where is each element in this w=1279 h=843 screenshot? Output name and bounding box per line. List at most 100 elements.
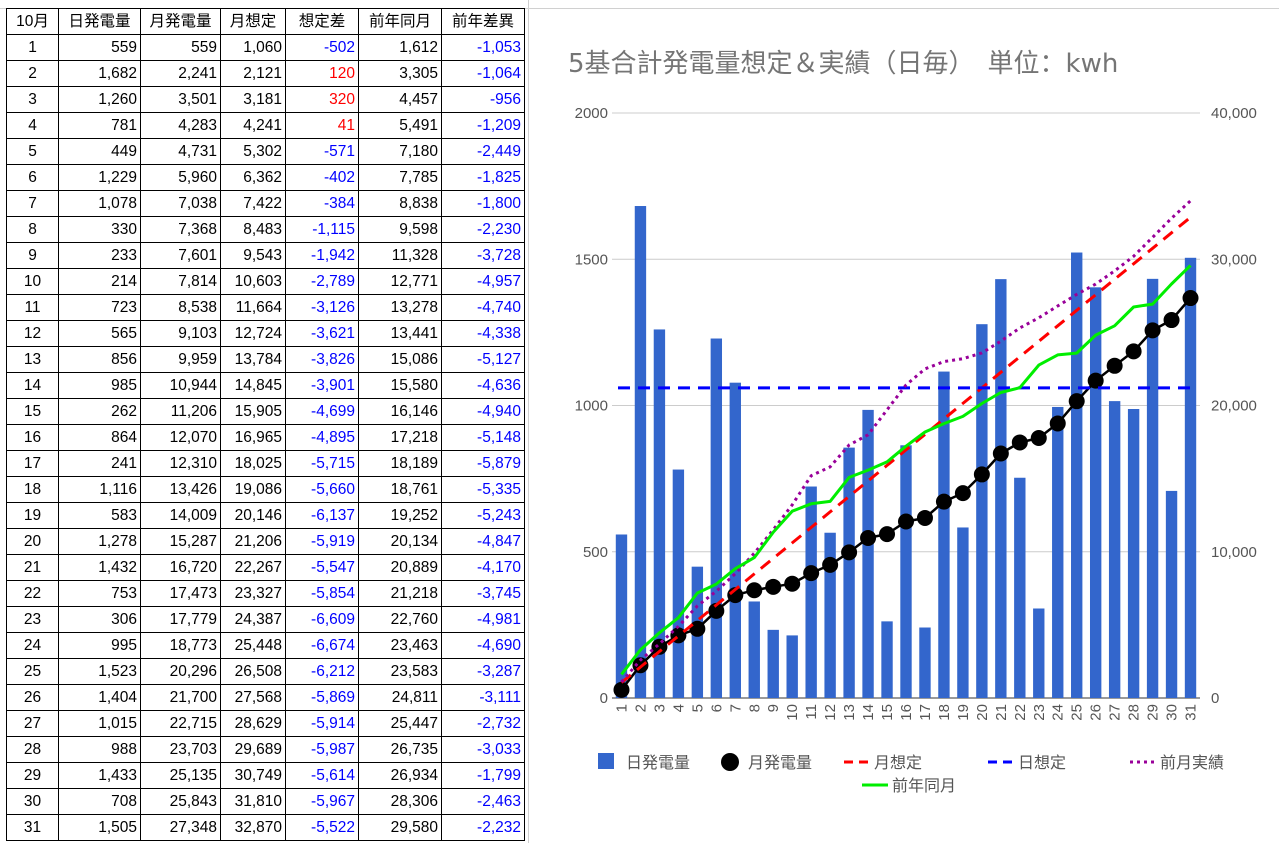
table-cell[interactable]: 15,905 <box>220 398 286 425</box>
table-cell[interactable]: -5,127 <box>441 346 525 373</box>
table-cell[interactable]: -5,854 <box>285 580 359 607</box>
table-cell[interactable]: 5,960 <box>140 164 221 191</box>
table-cell[interactable]: -384 <box>285 190 359 217</box>
table-cell[interactable]: 9,598 <box>358 216 442 243</box>
table-cell[interactable]: 30 <box>6 788 59 815</box>
table-cell[interactable]: 13,426 <box>140 476 221 503</box>
table-cell[interactable]: -5,967 <box>285 788 359 815</box>
table-cell[interactable]: -2,232 <box>441 814 525 841</box>
table-cell[interactable]: -5,614 <box>285 762 359 789</box>
table-cell[interactable]: -3,111 <box>441 684 525 711</box>
table-cell[interactable]: 449 <box>58 138 141 165</box>
table-cell[interactable]: 5 <box>6 138 59 165</box>
table-cell[interactable]: 22 <box>6 580 59 607</box>
table-cell[interactable]: -4,338 <box>441 320 525 347</box>
column-header[interactable]: 前年同月 <box>358 8 442 35</box>
table-cell[interactable]: -1,209 <box>441 112 525 139</box>
table-cell[interactable]: -5,335 <box>441 476 525 503</box>
table-cell[interactable]: 28 <box>6 736 59 763</box>
table-cell[interactable]: -5,660 <box>285 476 359 503</box>
table-cell[interactable]: -3,126 <box>285 294 359 321</box>
table-cell[interactable]: 23,583 <box>358 658 442 685</box>
table-cell[interactable]: 25 <box>6 658 59 685</box>
table-cell[interactable]: 20,889 <box>358 554 442 581</box>
table-cell[interactable]: -1,053 <box>441 34 525 61</box>
table-cell[interactable]: -956 <box>441 86 525 113</box>
table-cell[interactable]: 5,491 <box>358 112 442 139</box>
table-cell[interactable]: 330 <box>58 216 141 243</box>
table-cell[interactable]: -3,033 <box>441 736 525 763</box>
table-cell[interactable]: -3,745 <box>441 580 525 607</box>
table-cell[interactable]: 7,180 <box>358 138 442 165</box>
table-cell[interactable]: -3,728 <box>441 242 525 269</box>
table-cell[interactable]: 27,348 <box>140 814 221 841</box>
table-cell[interactable]: 4,457 <box>358 86 442 113</box>
table-cell[interactable]: 1,015 <box>58 710 141 737</box>
table-cell[interactable]: 15,580 <box>358 372 442 399</box>
table-cell[interactable]: 20 <box>6 528 59 555</box>
table-cell[interactable]: -2,463 <box>441 788 525 815</box>
table-cell[interactable]: -5,715 <box>285 450 359 477</box>
table-cell[interactable]: 559 <box>140 34 221 61</box>
table-cell[interactable]: -5,547 <box>285 554 359 581</box>
table-cell[interactable]: -4,940 <box>441 398 525 425</box>
table-cell[interactable]: 781 <box>58 112 141 139</box>
column-header[interactable]: 10月 <box>6 8 59 35</box>
table-cell[interactable]: -4,981 <box>441 606 525 633</box>
table-cell[interactable]: 1,404 <box>58 684 141 711</box>
table-cell[interactable]: 13,441 <box>358 320 442 347</box>
table-cell[interactable]: 7,814 <box>140 268 221 295</box>
table-cell[interactable]: 5,302 <box>220 138 286 165</box>
table-cell[interactable]: 24,387 <box>220 606 286 633</box>
table-cell[interactable]: 18,025 <box>220 450 286 477</box>
table-cell[interactable]: 21,206 <box>220 528 286 555</box>
table-cell[interactable]: 11,664 <box>220 294 286 321</box>
table-cell[interactable]: 20,296 <box>140 658 221 685</box>
table-cell[interactable]: 14,009 <box>140 502 221 529</box>
table-cell[interactable]: -5,879 <box>441 450 525 477</box>
column-header[interactable]: 月想定 <box>220 8 286 35</box>
table-cell[interactable]: -5,243 <box>441 502 525 529</box>
table-cell[interactable]: 23,463 <box>358 632 442 659</box>
table-cell[interactable]: 9,959 <box>140 346 221 373</box>
table-cell[interactable]: -402 <box>285 164 359 191</box>
table-cell[interactable]: 26,508 <box>220 658 286 685</box>
table-cell[interactable]: 4,283 <box>140 112 221 139</box>
table-cell[interactable]: 17,779 <box>140 606 221 633</box>
table-cell[interactable]: -6,212 <box>285 658 359 685</box>
table-cell[interactable]: 1,505 <box>58 814 141 841</box>
table-cell[interactable]: -3,621 <box>285 320 359 347</box>
table-cell[interactable]: 23,327 <box>220 580 286 607</box>
table-cell[interactable]: 20,134 <box>358 528 442 555</box>
table-cell[interactable]: -1,942 <box>285 242 359 269</box>
table-cell[interactable]: 723 <box>58 294 141 321</box>
table-cell[interactable]: 19,086 <box>220 476 286 503</box>
table-cell[interactable]: 214 <box>58 268 141 295</box>
table-cell[interactable]: 985 <box>58 372 141 399</box>
table-cell[interactable]: 856 <box>58 346 141 373</box>
table-cell[interactable]: 3,501 <box>140 86 221 113</box>
column-header[interactable]: 想定差 <box>285 8 359 35</box>
table-cell[interactable]: 7,038 <box>140 190 221 217</box>
table-cell[interactable]: 24,811 <box>358 684 442 711</box>
table-cell[interactable]: -4,699 <box>285 398 359 425</box>
table-cell[interactable]: 17,218 <box>358 424 442 451</box>
table-cell[interactable]: -6,609 <box>285 606 359 633</box>
table-cell[interactable]: 23,703 <box>140 736 221 763</box>
table-cell[interactable]: 9,543 <box>220 242 286 269</box>
table-cell[interactable]: -5,148 <box>441 424 525 451</box>
table-cell[interactable]: -2,230 <box>441 216 525 243</box>
table-cell[interactable]: 31 <box>6 814 59 841</box>
table-cell[interactable]: 28,629 <box>220 710 286 737</box>
table-cell[interactable]: 1,523 <box>58 658 141 685</box>
table-cell[interactable]: 12,724 <box>220 320 286 347</box>
table-cell[interactable]: -2,732 <box>441 710 525 737</box>
table-cell[interactable]: -1,064 <box>441 60 525 87</box>
table-cell[interactable]: 15 <box>6 398 59 425</box>
table-cell[interactable]: 26,934 <box>358 762 442 789</box>
table-cell[interactable]: 12,310 <box>140 450 221 477</box>
table-cell[interactable]: 1,116 <box>58 476 141 503</box>
table-cell[interactable]: 14 <box>6 372 59 399</box>
table-cell[interactable]: 10,603 <box>220 268 286 295</box>
table-cell[interactable]: -571 <box>285 138 359 165</box>
